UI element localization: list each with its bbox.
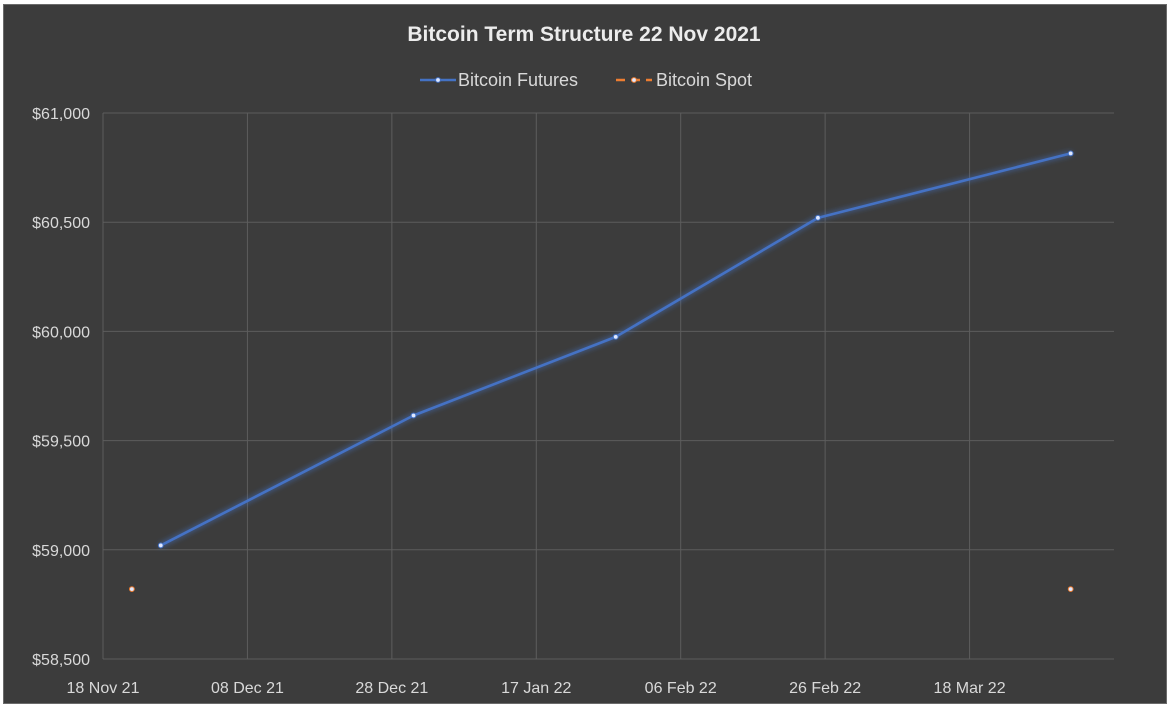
legend-label: Bitcoin Futures bbox=[458, 70, 578, 90]
y-tick-label: $59,500 bbox=[32, 434, 90, 451]
chart-title: Bitcoin Term Structure 22 Nov 2021 bbox=[407, 23, 761, 46]
x-tick-label: 18 Nov 21 bbox=[67, 680, 140, 697]
series-layer bbox=[128, 150, 1074, 593]
series-line-futures bbox=[159, 152, 1072, 547]
data-point bbox=[1067, 150, 1074, 157]
data-point bbox=[410, 412, 417, 419]
y-tick-label: $60,000 bbox=[32, 324, 90, 341]
legend-marker bbox=[435, 77, 441, 83]
data-point bbox=[612, 333, 619, 340]
y-tick-label: $61,000 bbox=[32, 106, 90, 123]
data-point bbox=[157, 542, 164, 549]
data-point bbox=[815, 214, 821, 221]
chart-frame: Bitcoin Term Structure 22 Nov 2021 Bitco… bbox=[3, 4, 1167, 704]
y-tick-label: $60,500 bbox=[32, 215, 90, 232]
legend-marker bbox=[631, 77, 637, 83]
x-axis: 18 Nov 21 08 Dec 21 28 Dec 21 17 Jan 22 06 F… bbox=[67, 680, 1006, 697]
data-point bbox=[1067, 586, 1074, 593]
data-point bbox=[128, 586, 135, 593]
x-tick-label: 08 Dec 21 bbox=[211, 680, 284, 697]
y-axis: $58,500 $59,000 $59,500 $60,000 $60,500 $61,0… bbox=[32, 106, 90, 669]
line-chart: Bitcoin Term Structure 22 Nov 2021 Bitco… bbox=[32, 23, 1114, 697]
x-tick-label: 18 Mar 22 bbox=[934, 680, 1006, 697]
x-tick-label: 26 Feb 22 bbox=[789, 680, 861, 697]
legend-label: Bitcoin Spot bbox=[656, 70, 752, 90]
x-tick-label: 06 Feb 22 bbox=[645, 680, 717, 697]
x-tick-label: 17 Jan 22 bbox=[501, 680, 571, 697]
legend: Bitcoin Futures Bitcoin Spot bbox=[420, 70, 752, 90]
y-tick-label: $59,000 bbox=[32, 543, 90, 560]
y-tick-label: $58,500 bbox=[32, 652, 90, 669]
gridlines bbox=[102, 112, 1114, 660]
x-tick-label: 28 Dec 21 bbox=[355, 680, 428, 697]
